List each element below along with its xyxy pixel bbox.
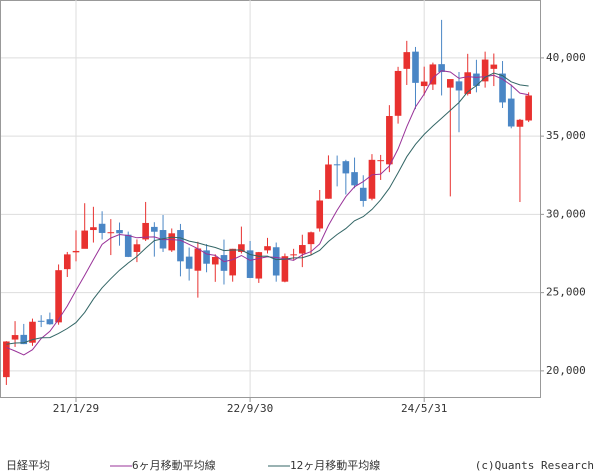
- candle-body: [124, 234, 132, 257]
- candle-body: [246, 250, 254, 278]
- candle-body: [63, 254, 71, 270]
- candle-body: [325, 164, 332, 199]
- copyright: (c)Quants Research: [475, 459, 594, 472]
- plot-frame: [0, 0, 541, 398]
- candle-body: [351, 172, 358, 186]
- y-tick-label: 20,000: [546, 364, 586, 377]
- candle-body: [377, 160, 384, 162]
- candle-body: [342, 161, 350, 174]
- candle-body: [194, 248, 202, 271]
- y-tick-label: 35,000: [546, 129, 586, 142]
- ma-line: [6, 72, 529, 345]
- candle-body: [11, 335, 19, 340]
- y-tick-label: 25,000: [546, 286, 586, 299]
- candle-body: [107, 232, 115, 234]
- candle-body: [281, 256, 289, 282]
- candle-body: [151, 226, 158, 232]
- candle-body: [29, 321, 36, 343]
- candle-body: [81, 230, 89, 249]
- candle-body: [455, 81, 463, 91]
- candle-body: [299, 245, 306, 254]
- candle-body: [211, 256, 219, 265]
- x-tick-label: 22/9/30: [227, 402, 273, 415]
- candle-body: [46, 319, 54, 325]
- y-tick-label: 40,000: [546, 51, 586, 64]
- candle-body: [359, 187, 367, 201]
- candle-body: [229, 248, 236, 276]
- candle-body: [72, 250, 80, 253]
- candle-body: [185, 256, 193, 269]
- candle-body: [98, 223, 106, 233]
- candle-body: [20, 334, 28, 345]
- candle-body: [499, 73, 506, 103]
- candle-body: [481, 59, 489, 82]
- candle-body: [290, 254, 297, 256]
- candle-body: [142, 222, 149, 240]
- candle-body: [412, 51, 419, 83]
- candle-body: [272, 247, 280, 276]
- x-tick-label: 24/5/31: [401, 402, 447, 415]
- candle-body: [55, 270, 62, 323]
- y-tick-label: 30,000: [546, 207, 586, 220]
- candle-body: [238, 244, 245, 252]
- candle-body: [490, 64, 498, 69]
- candle-body: [368, 159, 376, 199]
- candle-body: [429, 64, 437, 85]
- candle-body: [177, 230, 184, 262]
- candle-body: [133, 244, 141, 252]
- ma-line: [6, 70, 529, 356]
- candle-body: [438, 64, 445, 72]
- candle-body: [464, 72, 472, 94]
- candle-body: [507, 98, 515, 127]
- legend-candles: 日経平均: [6, 459, 50, 472]
- candle-body: [220, 255, 228, 271]
- candle-body: [203, 250, 210, 264]
- candle-body: [264, 246, 271, 251]
- candle-body: [168, 233, 176, 251]
- candle-body: [37, 320, 45, 322]
- candle-body: [525, 95, 532, 121]
- candle-body: [516, 119, 524, 127]
- candle-body: [255, 252, 263, 279]
- candle-body: [316, 200, 324, 229]
- candle-body: [473, 73, 480, 86]
- candle-body: [307, 232, 315, 245]
- candle-body: [3, 341, 10, 378]
- candle-body: [420, 81, 428, 87]
- candle-body: [116, 230, 123, 234]
- candle-body: [446, 79, 454, 88]
- legend-label: 6ヶ月移動平均線: [132, 458, 216, 472]
- candle-body: [386, 116, 393, 165]
- candle-body: [403, 52, 411, 69]
- candle-body: [394, 70, 402, 116]
- candle-body: [333, 164, 341, 166]
- candle-body: [90, 227, 97, 231]
- legend-label: 12ヶ月移動平均線: [290, 458, 380, 472]
- x-tick-label: 21/1/29: [53, 402, 99, 415]
